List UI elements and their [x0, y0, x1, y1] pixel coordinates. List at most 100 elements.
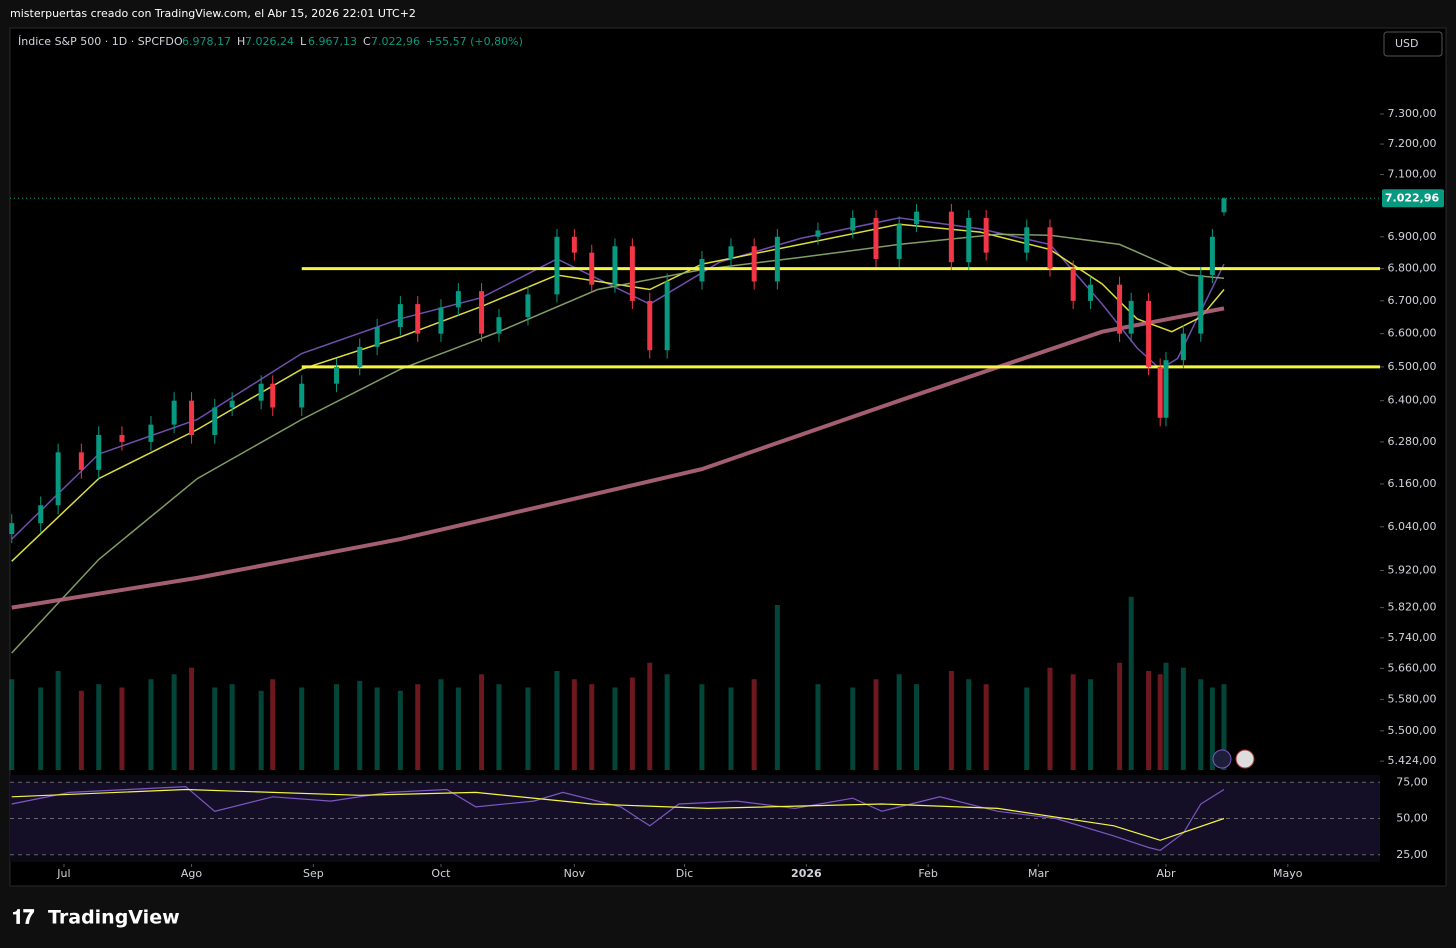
y-tick-label: 6.400,00 — [1388, 394, 1437, 407]
volume-bar — [258, 690, 264, 770]
rsi-tick-label: 50,00 — [1396, 812, 1428, 825]
volume-bar — [415, 684, 421, 770]
volume-bar — [496, 684, 502, 770]
rsi-tick-label: 25,00 — [1396, 848, 1428, 861]
volume-bar — [1070, 674, 1076, 770]
candle-body — [9, 523, 15, 535]
legend-value: 7.022,96 — [371, 35, 420, 48]
x-tick-label: Sep — [303, 867, 324, 880]
y-tick-label: 7.100,00 — [1388, 168, 1437, 181]
volume-bar — [212, 687, 218, 770]
candle-body — [948, 211, 954, 263]
volume-bar — [1163, 662, 1169, 770]
currency-label[interactable]: USD — [1395, 37, 1419, 50]
candle-body — [270, 383, 276, 408]
volume-bar — [774, 605, 780, 770]
volume-bar — [554, 671, 560, 770]
y-tick-label: 5.660,00 — [1388, 661, 1437, 674]
volume-bar — [189, 667, 195, 770]
candle-body — [479, 291, 485, 334]
volume-bar — [966, 679, 972, 770]
rsi-line — [11, 785, 1225, 852]
y-tick-label: 5.500,00 — [1388, 724, 1437, 737]
volume-bar — [9, 679, 15, 770]
volume-bar — [728, 687, 734, 770]
candle-body — [525, 294, 531, 318]
y-tick-label: 5.740,00 — [1388, 631, 1437, 644]
y-tick-label: 6.800,00 — [1388, 262, 1437, 275]
volume-bar — [1117, 662, 1123, 770]
candle-body — [914, 211, 920, 225]
event-icon[interactable] — [1212, 749, 1232, 769]
candle-body — [229, 400, 235, 408]
ohlc-legend: O 6.978,17 H 7.026,24 L 6.967,13 C 7.022,96 +55,… — [174, 35, 523, 48]
flag-icon[interactable] — [1235, 749, 1255, 769]
candle-body — [850, 217, 856, 231]
legend-change: +55,57 (+0,80%) — [426, 35, 523, 48]
candle-body — [496, 317, 502, 334]
candle-body — [589, 252, 595, 285]
candle-body — [1047, 227, 1053, 269]
candle-body — [38, 505, 44, 524]
volume-bar — [1180, 667, 1186, 770]
plot: 7.300,00 7.200,00 7.100,00 6.900,00 6.800,00… — [9, 107, 1444, 880]
volume-bar — [983, 684, 989, 770]
candle-body — [55, 452, 61, 506]
volume-bar — [1146, 671, 1152, 770]
x-tick-label: Feb — [918, 867, 937, 880]
volume-bar — [647, 662, 653, 770]
candle-body — [774, 236, 780, 282]
x-tick-label: Oct — [431, 867, 451, 880]
volume-bar — [589, 684, 595, 770]
candle-body — [438, 307, 444, 334]
candle-body — [1117, 284, 1123, 334]
volume-bar — [850, 687, 856, 770]
volume-bar — [751, 679, 757, 770]
x-tick-label: Mar — [1028, 867, 1049, 880]
volume-bar — [1024, 687, 1030, 770]
candle-body — [78, 452, 84, 470]
candle-body — [983, 217, 989, 253]
x-tick-label: Ago — [181, 867, 203, 880]
last-price-box — [1382, 189, 1444, 208]
volume-bar — [914, 684, 920, 770]
candle-body — [629, 246, 635, 301]
y-tick-label: 5.424,00 — [1388, 754, 1437, 767]
volume-bar — [525, 687, 531, 770]
volume-bar — [78, 690, 84, 770]
volume-bar — [664, 674, 670, 770]
volume-bar — [270, 679, 276, 770]
candle-body — [1088, 284, 1094, 301]
volume-bar — [148, 679, 154, 770]
candle-body — [664, 281, 670, 351]
candle-body — [96, 434, 102, 470]
volume-bar — [299, 687, 305, 770]
y-tick-label: 6.160,00 — [1388, 477, 1437, 490]
currency-button[interactable] — [1383, 31, 1443, 57]
y-tick-label: 6.700,00 — [1388, 294, 1437, 307]
legend-value: 6.978,17 — [182, 35, 231, 48]
moving-average — [11, 217, 1225, 540]
y-tick-label: 6.900,00 — [1388, 230, 1437, 243]
candle-body — [374, 327, 380, 347]
candle-body — [258, 383, 264, 401]
last-price-label: 7.022,96 — [1385, 191, 1440, 204]
candle-body — [1198, 275, 1204, 334]
candle-body — [212, 407, 218, 435]
candle-body — [334, 366, 340, 384]
candle-body — [1157, 366, 1163, 418]
candle-body — [647, 300, 653, 351]
y-tick-label: 6.500,00 — [1388, 360, 1437, 373]
x-tick-label: Mayo — [1273, 867, 1303, 880]
volume-bar — [629, 677, 635, 770]
x-tick-label: Jul — [56, 867, 70, 880]
y-tick-label: 7.200,00 — [1388, 137, 1437, 150]
legend-value: 6.967,13 — [308, 35, 357, 48]
candle-body — [966, 217, 972, 263]
chart-frame — [9, 27, 1447, 887]
candle-body — [415, 304, 421, 334]
volume-bar — [896, 674, 902, 770]
legend-value: 7.026,24 — [245, 35, 294, 48]
candle-body — [1209, 236, 1215, 276]
volume-bar — [1198, 679, 1204, 770]
